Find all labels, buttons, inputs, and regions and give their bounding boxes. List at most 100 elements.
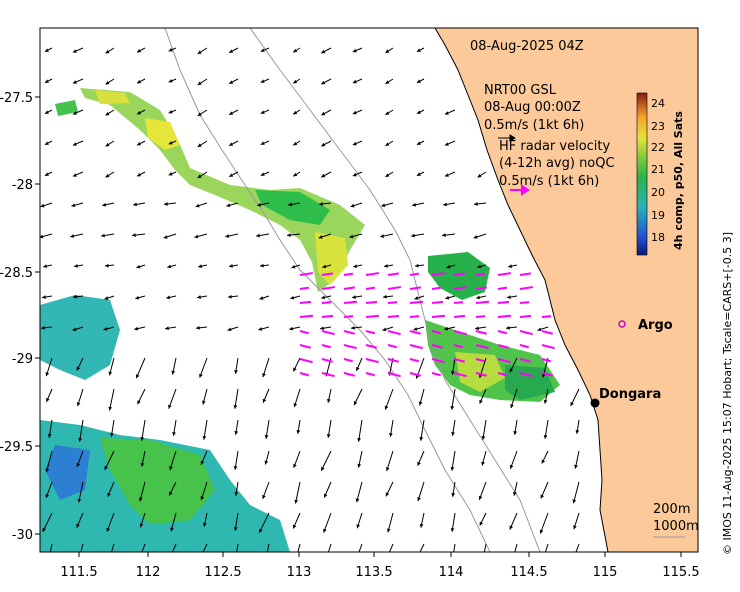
velocity-arrow-head [293, 403, 298, 408]
velocity-arrow-head [509, 464, 514, 469]
hf-arrow [321, 344, 331, 349]
velocity-arrow-head [165, 326, 169, 331]
hf-arrow [321, 358, 333, 363]
velocity-arrow-head [108, 371, 113, 376]
velocity-arrow-head [133, 202, 137, 207]
velocity-arrow-head [444, 326, 449, 331]
map-timestamp: 08-Aug-2025 04Z [470, 39, 584, 54]
hf-arrow [387, 358, 399, 363]
velocity-arrow-head [352, 172, 357, 177]
x-axis [78, 552, 682, 557]
velocity-arrow-head [321, 466, 325, 471]
velocity-arrow-head [444, 142, 449, 146]
velocity-arrow-head [233, 527, 238, 531]
hf-arrow [343, 358, 353, 363]
x-tick-label: 114.5 [510, 565, 547, 580]
velocity-arrow-head [477, 173, 482, 178]
hf-arrow [409, 315, 420, 318]
velocity-arrow-head [419, 523, 424, 528]
velocity-arrow-head [101, 233, 105, 238]
hf-arrow [453, 372, 467, 378]
velocity-arrow-head [226, 203, 231, 208]
velocity-arrow-head [44, 79, 49, 83]
velocity-arrow-head [479, 399, 483, 404]
velocity-arrow-head [412, 202, 417, 207]
hf-arrow [365, 286, 376, 290]
hf-arrow [387, 344, 397, 349]
velocity-arrow-head [233, 465, 238, 470]
velocity-arrow-head [45, 372, 50, 377]
velocity-arrow-head [42, 527, 47, 532]
velocity-arrow-head [229, 142, 234, 146]
velocity-arrow-head [442, 233, 446, 237]
hf-arrow [343, 286, 356, 290]
velocity-arrow-head [294, 499, 299, 504]
velocity-arrow-head [382, 327, 387, 332]
velocity-arrow-head [450, 466, 455, 471]
y-tick-label: -29 [12, 352, 33, 367]
y-tick-label: -30 [12, 528, 33, 543]
hf-arrow [409, 344, 423, 350]
velocity-arrow-head [163, 235, 168, 239]
gsl-velocity-arrows [40, 47, 580, 562]
hf-arrow [453, 314, 466, 318]
velocity-arrow-head [513, 431, 518, 435]
velocity-arrow-head [445, 295, 450, 300]
velocity-arrow [135, 357, 146, 379]
velocity-arrow [419, 543, 425, 552]
velocity-arrow-head [168, 110, 173, 114]
velocity-arrow-head [72, 173, 77, 177]
velocity-arrow-head [416, 79, 421, 83]
velocity-arrow-head [140, 436, 145, 441]
velocity-arrow-head [229, 264, 233, 268]
velocity-arrow-head [353, 264, 358, 269]
hf-arrow [387, 372, 401, 378]
hf-arrow [387, 272, 400, 276]
argo-marker [618, 320, 626, 328]
velocity-arrow-head [353, 401, 358, 406]
x-tick-label: 111.5 [60, 565, 97, 580]
velocity-arrow-head [72, 142, 77, 146]
velocity-arrow-head [259, 296, 264, 300]
hf-arrow [431, 358, 445, 364]
hf-arrow [475, 358, 485, 363]
dongara-marker [590, 398, 600, 408]
hf-arrow [519, 344, 529, 349]
velocity-arrow-head [76, 402, 81, 407]
velocity-arrow-head [46, 397, 50, 402]
velocity-arrow-head [262, 494, 266, 499]
hf-arrow [475, 272, 486, 276]
velocity-arrow [539, 512, 549, 534]
hf-arrow [343, 315, 354, 318]
hf-arrow [475, 286, 488, 290]
velocity-arrow-head [137, 172, 142, 177]
hf-arrow [409, 286, 422, 290]
velocity-arrow [389, 543, 394, 552]
velocity-arrow-head [415, 557, 418, 561]
velocity-arrow-head [137, 141, 142, 146]
velocity-arrow-head [352, 48, 357, 53]
hf-arrow [343, 300, 358, 304]
velocity-arrow-head [321, 80, 326, 85]
velocity-arrow-head [481, 558, 485, 562]
velocity-arrow-head [385, 111, 390, 115]
velocity-arrow-head [134, 326, 139, 331]
hf-arrow [431, 344, 443, 349]
x-tick-label: 115.5 [662, 565, 699, 580]
hf-arrow [541, 315, 552, 318]
velocity-arrow-head [293, 48, 298, 53]
velocity-arrow-head [44, 141, 49, 145]
velocity-arrow-head [293, 141, 298, 146]
velocity-arrow [266, 543, 270, 552]
land-mass [434, 28, 698, 552]
y-tick-label: -28.5 [0, 266, 33, 281]
velocity-arrow-head [259, 528, 263, 533]
hf-arrow [519, 286, 534, 290]
gsl-scale: 0.5m/s (1kt 6h) [484, 118, 584, 133]
x-tick-label: 114 [439, 565, 464, 580]
x-tick-label: 115 [593, 565, 618, 580]
velocity-arrow-head [326, 398, 331, 403]
velocity-arrow-head [264, 460, 269, 465]
hf-arrow [453, 330, 467, 336]
hf-arrow [321, 272, 334, 276]
